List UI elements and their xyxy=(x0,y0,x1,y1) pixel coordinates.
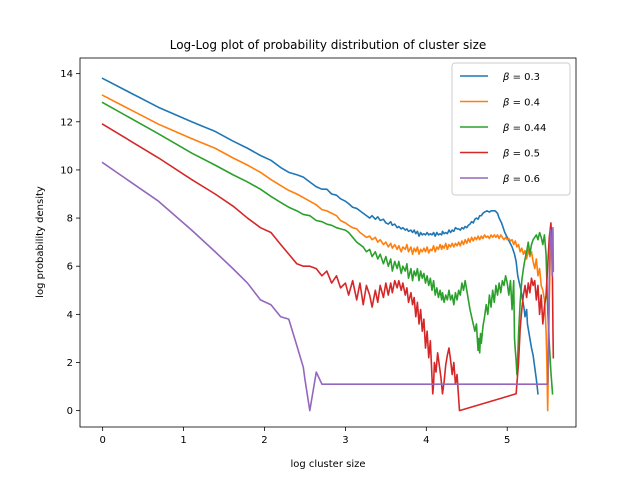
y-tick-label-2: 4 xyxy=(67,310,73,321)
plot-area xyxy=(79,57,577,428)
x-tick-label-2: 2 xyxy=(261,435,267,446)
series-line-1 xyxy=(101,94,554,412)
series-line-0 xyxy=(101,77,539,395)
legend-label-0: β = 0.3 xyxy=(502,72,540,83)
x-tick-label-4: 4 xyxy=(423,435,429,446)
x-tick-label-0: 0 xyxy=(99,435,105,446)
x-axis-label: log cluster size xyxy=(291,459,366,470)
series-line-4 xyxy=(101,161,555,412)
y-axis: 0 2 4 6 8 10 12 14 xyxy=(60,69,80,417)
axes-frame xyxy=(79,57,577,428)
x-axis: 0 1 2 3 4 5 xyxy=(99,427,510,446)
x-tick-label-5: 5 xyxy=(504,435,510,446)
legend-label-3: β = 0.5 xyxy=(502,149,540,160)
x-tick-label-3: 3 xyxy=(342,435,348,446)
y-tick-label-7: 14 xyxy=(60,69,73,80)
legend-label-4: β = 0.6 xyxy=(502,174,540,185)
x-tick-label-1: 1 xyxy=(180,435,186,446)
y-tick-label-1: 2 xyxy=(67,358,73,369)
y-tick-label-4: 8 xyxy=(67,214,73,225)
legend-frame xyxy=(451,62,571,196)
y-tick-label-0: 0 xyxy=(67,406,73,417)
chart-title: Log-Log plot of probability distribution… xyxy=(170,38,487,52)
y-axis-label: log probability density xyxy=(35,186,46,298)
series-line-3 xyxy=(101,123,555,412)
y-tick-label-5: 10 xyxy=(60,165,73,176)
legend-label-1: β = 0.4 xyxy=(502,98,540,109)
y-tick-label-3: 6 xyxy=(67,262,73,273)
series-layer xyxy=(101,77,555,412)
y-tick-label-6: 12 xyxy=(60,117,73,128)
legend-label-2: β = 0.44 xyxy=(502,123,546,134)
legend: β = 0.3 β = 0.4 β = 0.44 β = 0.5 β = 0.6 xyxy=(451,62,571,196)
